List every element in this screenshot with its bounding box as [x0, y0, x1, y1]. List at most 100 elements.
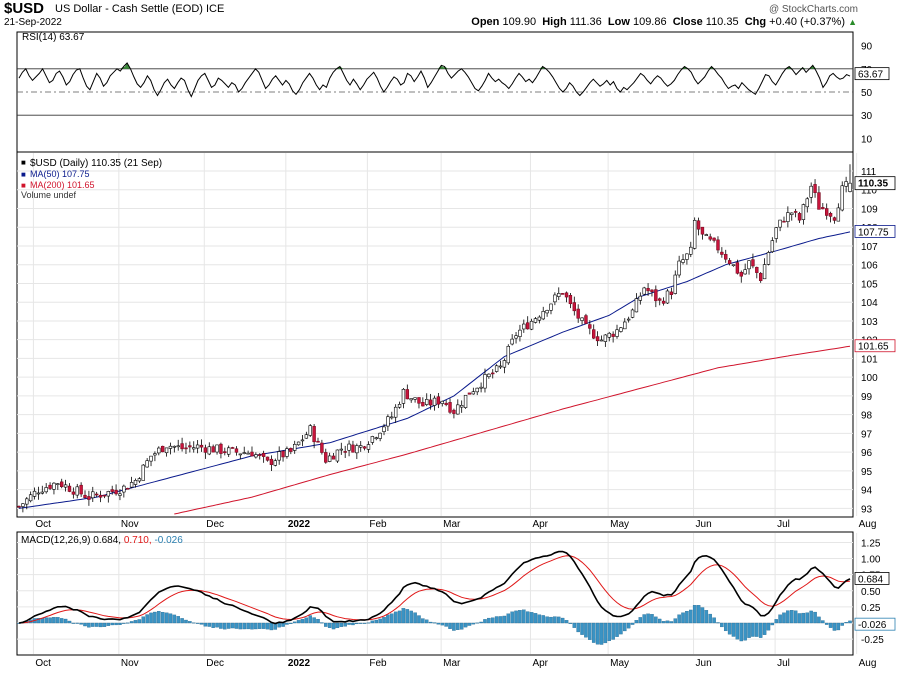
candle	[382, 423, 386, 436]
symbol: $USD	[4, 0, 45, 17]
macd-hist-bar	[502, 615, 507, 624]
candle-body	[300, 439, 305, 442]
candle	[646, 283, 650, 296]
candle	[836, 203, 841, 222]
candle	[623, 318, 627, 330]
candle-body	[762, 264, 767, 280]
macd-hist-bar	[591, 622, 596, 643]
macd-hist-bar	[840, 622, 844, 626]
candle-body	[230, 447, 235, 449]
candle-body	[293, 443, 297, 451]
macd-hist-bar	[522, 609, 526, 624]
candle-body	[630, 309, 635, 318]
macd-hist-bar	[529, 612, 534, 624]
macd-tick-label: -0.25	[861, 635, 884, 646]
candle	[230, 446, 235, 449]
candle	[428, 393, 433, 410]
candle	[669, 287, 674, 300]
candle-body	[514, 335, 518, 339]
macd-hist-bar	[576, 622, 580, 633]
candle	[40, 485, 44, 495]
candle-body	[215, 444, 219, 453]
macd-hist-bar	[226, 622, 231, 629]
candle	[832, 216, 837, 224]
macd-hist-bar	[739, 622, 744, 642]
macd-hist-bar	[487, 617, 491, 624]
candle-body	[351, 444, 355, 453]
date-axis-label: Jun	[696, 658, 712, 669]
candle-body	[778, 219, 782, 228]
candle	[36, 486, 41, 500]
macd-hist-bar	[83, 622, 87, 627]
macd-hist-bar	[790, 610, 794, 624]
candle	[533, 317, 538, 324]
macd-hist-bar	[331, 622, 336, 630]
candle-body	[374, 437, 378, 440]
candle-body	[157, 447, 161, 454]
macd-hist-bar	[568, 622, 573, 624]
candle	[735, 259, 740, 275]
candle-body	[692, 220, 697, 249]
exchange: ICE	[206, 3, 225, 15]
date-axis-bottom: OctNovDec2022FebMarAprMayJunJulAugSep	[35, 658, 876, 669]
candle-body	[110, 489, 114, 492]
macd-hist-bar	[498, 616, 503, 624]
candle-body	[712, 237, 716, 241]
macd-hist-bar	[463, 622, 468, 628]
candle	[444, 399, 448, 407]
date-axis-label: Aug	[859, 519, 877, 530]
candle-body	[448, 402, 452, 413]
macd-hist-bar	[52, 617, 56, 624]
macd-hist-bar	[203, 622, 208, 627]
candle-body	[304, 434, 309, 439]
macd-hist-bar	[335, 622, 340, 629]
macd-hist-bar	[98, 622, 103, 628]
macd-hist-bar	[246, 622, 250, 630]
date-axis-label: Apr	[532, 658, 548, 669]
macd-hist-bar	[199, 622, 204, 625]
candle-body	[444, 402, 448, 405]
rsi-tick-label: 10	[861, 134, 873, 145]
candle-body	[48, 484, 52, 489]
date-axis-label: Dec	[206, 519, 224, 530]
macd-hist-bar	[650, 614, 654, 624]
candle-body	[102, 494, 107, 497]
candle	[199, 439, 204, 452]
candle	[743, 263, 747, 275]
candle	[436, 392, 441, 409]
candle-body	[650, 289, 654, 292]
macd-hist-bar	[797, 613, 802, 624]
candle	[106, 490, 111, 503]
candle-body	[52, 482, 56, 490]
candle	[157, 446, 161, 456]
candle-body	[160, 445, 165, 453]
candle-body	[425, 399, 429, 405]
candle-body	[739, 271, 743, 277]
macd-hist-bar	[75, 622, 79, 624]
candle-body	[588, 324, 592, 329]
candle-body	[219, 443, 223, 454]
date-axis-label: Nov	[121, 658, 139, 669]
candle	[747, 260, 751, 275]
macd-hist-bar	[557, 616, 561, 624]
candle-body	[21, 503, 25, 507]
macd-hist-bar	[743, 622, 747, 641]
legend-ma50: MA(50) 107.75	[30, 169, 90, 179]
candle-body	[180, 443, 184, 450]
candle-body	[273, 460, 277, 466]
candle-body	[689, 246, 693, 255]
rsi-tick-label: 90	[861, 42, 873, 53]
candle-body	[452, 409, 456, 414]
candle	[335, 449, 340, 464]
macd-hist-bar	[762, 622, 767, 635]
candle-body	[153, 453, 157, 456]
candle	[611, 331, 615, 343]
macd-hist-bar	[832, 622, 837, 631]
price-tick-label: 97	[861, 429, 873, 440]
macd-hist-bar	[292, 621, 297, 624]
macd-hist-bar	[774, 619, 778, 624]
macd-hist-bar	[211, 622, 215, 628]
ma50-last-label: 107.75	[858, 227, 889, 238]
macd-hist-bar	[36, 618, 41, 624]
candle-body	[704, 234, 709, 236]
